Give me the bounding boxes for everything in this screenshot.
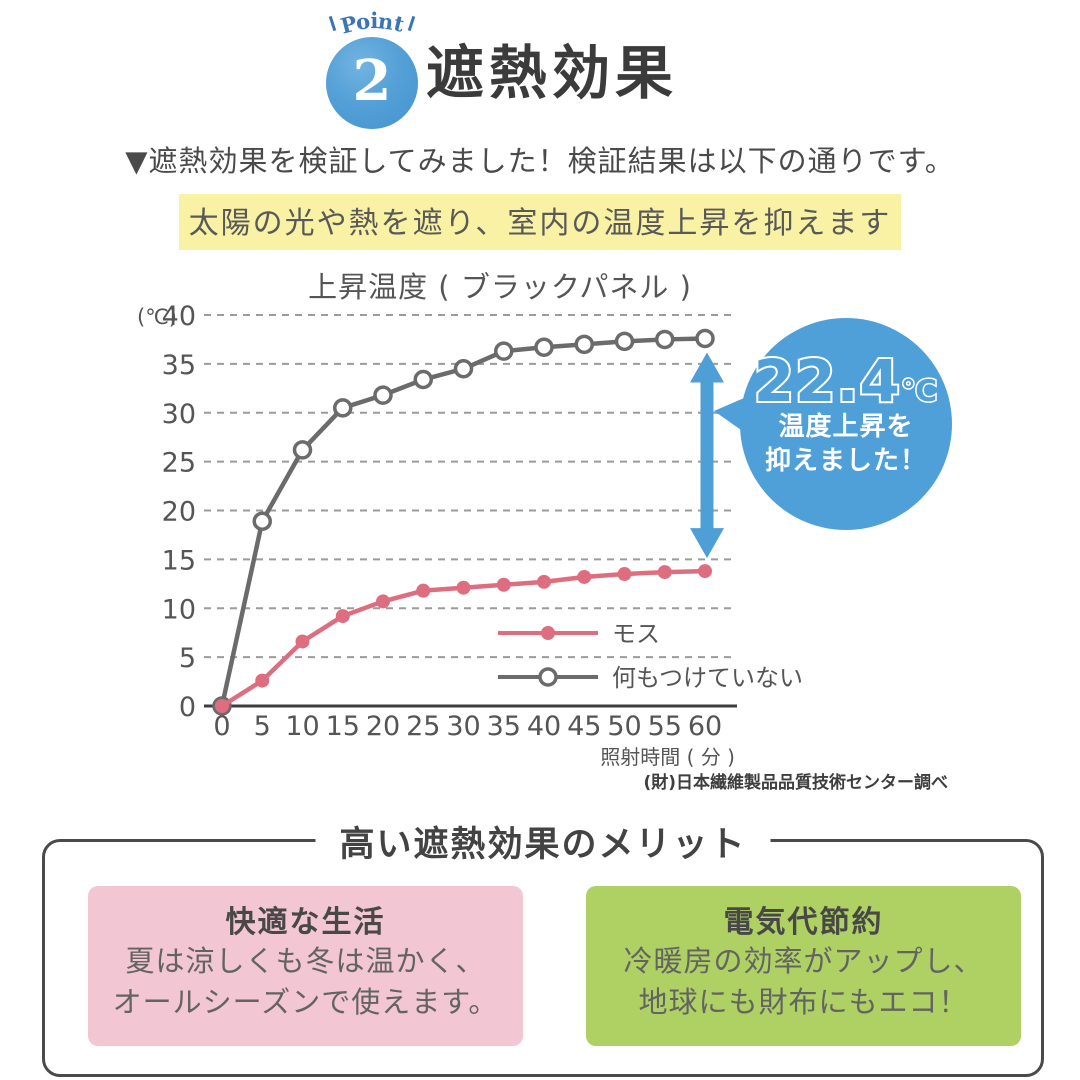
y-tick-label: 25 bbox=[162, 448, 196, 479]
marker-open-circle bbox=[252, 511, 272, 532]
highlight-text: 太陽の光や熱を遮り、室内の温度上昇を抑えます bbox=[178, 194, 902, 250]
x-tick-label: 0 bbox=[213, 711, 230, 742]
x-tick-label: 15 bbox=[326, 711, 360, 742]
x-tick-label: 25 bbox=[406, 711, 440, 742]
marker-filled-circle bbox=[416, 583, 431, 598]
x-tick-label: 30 bbox=[446, 711, 480, 742]
marker-open-circle bbox=[695, 328, 715, 349]
merits-box: 高い遮熱効果のメリット 快適な生活 夏は涼しくも冬は温かく、 オールシーズンで使… bbox=[42, 816, 1044, 1077]
y-tick-label: 10 bbox=[162, 594, 196, 625]
marker-open-circle bbox=[655, 329, 675, 350]
x-tick-label: 5 bbox=[254, 711, 271, 742]
marker-filled-circle bbox=[537, 574, 551, 589]
x-tick-label: 35 bbox=[487, 711, 521, 742]
x-tick-label: 40 bbox=[527, 711, 561, 742]
x-tick-label: 45 bbox=[567, 711, 601, 742]
y-tick-label: 35 bbox=[162, 350, 196, 381]
point-number: 2 bbox=[352, 48, 392, 114]
y-axis-unit: (℃) bbox=[137, 305, 177, 329]
marker-open-circle bbox=[292, 440, 313, 460]
point-number-circle: 2 bbox=[326, 37, 418, 129]
merit-card-savings: 電気代節約 冷暖房の効率がアップし、 地球にも財布にもエコ！ bbox=[586, 886, 1021, 1046]
merit-card-line: 地球にも財布にもエコ！ bbox=[638, 985, 969, 1019]
marker-open-circle bbox=[453, 359, 474, 379]
merit-card-line: オールシーズンで使えます。 bbox=[112, 985, 499, 1019]
highlight-row: 太陽の光や熱を遮り、室内の温度上昇を抑えます bbox=[0, 194, 1080, 250]
y-tick-label: 40 bbox=[162, 301, 196, 332]
marker-filled-circle bbox=[698, 564, 712, 579]
callout-bubble: 22.4℃ 温度上昇を 抑えました！ bbox=[714, 318, 952, 530]
marker-filled-circle bbox=[456, 580, 471, 595]
y-tick-label: 15 bbox=[162, 545, 196, 576]
x-tick-label: 10 bbox=[285, 711, 319, 742]
marker-filled-circle bbox=[577, 569, 592, 584]
marker-filled-circle bbox=[215, 699, 229, 713]
point-badge: Point 2 bbox=[318, 8, 426, 129]
difference-arrow-icon bbox=[690, 352, 724, 559]
marker-filled-circle bbox=[376, 594, 390, 609]
marker-filled-circle bbox=[496, 577, 511, 592]
callout-line-1: 温度上昇を bbox=[778, 412, 914, 442]
chart-source: (財)日本繊維製品品質技術センター調べ bbox=[643, 772, 948, 793]
merits-title: 高い遮熱効果のメリット bbox=[315, 816, 771, 867]
merit-card-line: 冷暖房の効率がアップし、 bbox=[623, 944, 984, 978]
marker-filled-circle bbox=[617, 567, 632, 582]
y-tick-label: 0 bbox=[179, 692, 196, 723]
legend-marker bbox=[538, 667, 558, 687]
x-tick-label: 55 bbox=[648, 711, 682, 742]
marker-filled-circle bbox=[335, 609, 350, 624]
legend-label: 何もつけていない bbox=[612, 664, 803, 692]
x-tick-label: 50 bbox=[607, 711, 641, 742]
marker-open-circle bbox=[574, 334, 594, 355]
chart-title: 上昇温度 ( ブラックパネル ) bbox=[308, 270, 692, 304]
y-tick-label: 20 bbox=[162, 497, 196, 528]
x-tick-label: 60 bbox=[688, 711, 722, 742]
y-tick-label: 30 bbox=[162, 399, 196, 430]
intro-text: ▼遮熱効果を検証してみました！検証結果は以下の通りです。 bbox=[125, 144, 955, 178]
merit-card-comfort: 快適な生活 夏は涼しくも冬は温かく、 オールシーズンで使えます。 bbox=[88, 886, 523, 1046]
merit-card-title: 快適な生活 bbox=[225, 905, 386, 940]
marker-filled-circle bbox=[295, 634, 310, 649]
callout-unit: ℃ bbox=[899, 374, 939, 409]
marker-open-circle bbox=[413, 369, 433, 390]
x-tick-label: 20 bbox=[366, 711, 400, 742]
merit-card-title: 電気代節約 bbox=[723, 905, 884, 940]
legend-marker bbox=[541, 626, 555, 640]
marker-filled-circle bbox=[255, 673, 270, 688]
legend-label: モス bbox=[612, 620, 660, 648]
x-axis-label: 照射時間 ( 分 ) bbox=[600, 745, 735, 769]
callout-value: 22.4℃ bbox=[752, 347, 939, 415]
marker-open-circle bbox=[614, 331, 635, 352]
merit-card-line: 夏は涼しくも冬は温かく、 bbox=[125, 944, 486, 978]
marker-open-circle bbox=[534, 337, 554, 358]
marker-filled-circle bbox=[657, 565, 672, 580]
y-tick-label: 5 bbox=[179, 643, 196, 674]
marker-open-circle bbox=[494, 341, 514, 361]
point-label: Point bbox=[318, 8, 426, 38]
marker-open-circle bbox=[373, 385, 393, 405]
callout-line-2: 抑えました！ bbox=[764, 446, 927, 476]
page-title: 遮熱効果 bbox=[426, 39, 679, 107]
marker-open-circle bbox=[333, 398, 353, 418]
callout-bubble-tail bbox=[714, 398, 744, 432]
